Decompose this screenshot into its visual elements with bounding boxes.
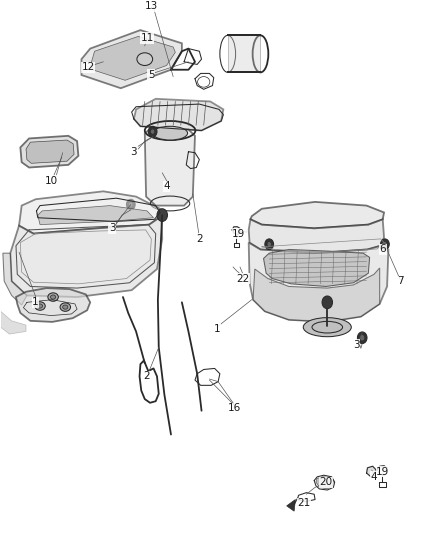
Ellipse shape	[150, 129, 155, 134]
Polygon shape	[3, 253, 27, 305]
Ellipse shape	[360, 335, 365, 341]
Text: 16: 16	[228, 403, 241, 413]
Ellipse shape	[383, 241, 387, 247]
Text: 4: 4	[163, 181, 170, 191]
Ellipse shape	[48, 293, 58, 301]
Polygon shape	[228, 35, 261, 72]
Text: 13: 13	[145, 1, 158, 11]
Ellipse shape	[357, 332, 367, 344]
Text: 2: 2	[196, 234, 203, 244]
Ellipse shape	[137, 53, 152, 66]
Polygon shape	[316, 477, 333, 489]
Text: 7: 7	[397, 276, 403, 286]
Polygon shape	[38, 206, 153, 224]
Ellipse shape	[35, 302, 45, 310]
Text: 6: 6	[379, 245, 386, 254]
Text: 19: 19	[376, 466, 389, 477]
Text: 5: 5	[148, 70, 155, 80]
Ellipse shape	[152, 126, 187, 140]
Polygon shape	[377, 466, 387, 475]
Text: 3: 3	[109, 223, 115, 233]
Polygon shape	[232, 227, 240, 235]
Ellipse shape	[265, 239, 274, 249]
Polygon shape	[1, 311, 26, 334]
Text: 12: 12	[81, 62, 95, 72]
Ellipse shape	[303, 318, 351, 337]
Ellipse shape	[322, 296, 332, 309]
Polygon shape	[251, 202, 384, 228]
Polygon shape	[11, 216, 162, 297]
Text: 3: 3	[131, 147, 137, 157]
Text: 22: 22	[237, 273, 250, 284]
Ellipse shape	[50, 295, 56, 299]
Text: 10: 10	[44, 176, 57, 185]
Polygon shape	[145, 128, 195, 206]
Text: 3: 3	[353, 340, 360, 350]
Text: 20: 20	[319, 477, 332, 487]
Polygon shape	[253, 268, 380, 322]
Text: 11: 11	[140, 33, 154, 43]
Polygon shape	[134, 99, 223, 131]
Polygon shape	[16, 288, 90, 322]
Polygon shape	[81, 30, 182, 88]
Ellipse shape	[157, 209, 167, 221]
Ellipse shape	[127, 199, 135, 210]
Text: 2: 2	[144, 372, 150, 381]
Text: 1: 1	[213, 324, 220, 334]
Text: 4: 4	[371, 472, 377, 482]
Polygon shape	[92, 36, 175, 80]
Ellipse shape	[60, 303, 71, 311]
Ellipse shape	[148, 126, 157, 137]
Polygon shape	[20, 136, 78, 167]
Text: 19: 19	[232, 229, 245, 239]
Polygon shape	[367, 466, 376, 477]
Text: 21: 21	[297, 498, 311, 508]
Ellipse shape	[381, 239, 389, 249]
Polygon shape	[26, 140, 74, 163]
Ellipse shape	[129, 202, 133, 207]
Ellipse shape	[63, 305, 68, 309]
Polygon shape	[287, 499, 295, 511]
Polygon shape	[264, 249, 370, 286]
Text: 1: 1	[32, 297, 39, 308]
Ellipse shape	[267, 241, 272, 247]
Ellipse shape	[37, 304, 42, 308]
Polygon shape	[249, 243, 389, 322]
Polygon shape	[249, 220, 384, 253]
Polygon shape	[19, 191, 161, 233]
